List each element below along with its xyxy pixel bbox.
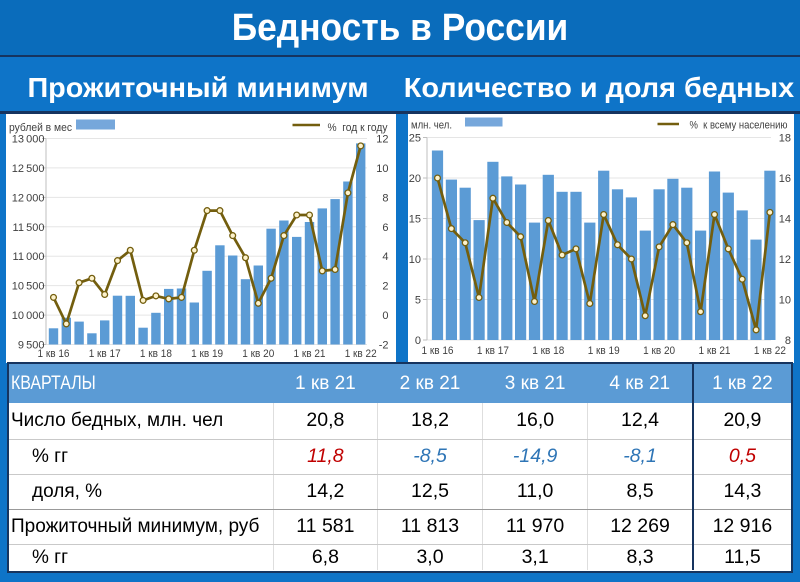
svg-text:1 кв 20: 1 кв 20	[242, 348, 274, 360]
svg-text:14: 14	[779, 213, 791, 225]
svg-text:12: 12	[779, 254, 791, 266]
svg-text:10: 10	[376, 162, 388, 174]
svg-text:0: 0	[415, 335, 421, 347]
svg-text:12 000: 12 000	[12, 192, 45, 204]
svg-text:рублей в мес: рублей в мес	[9, 122, 72, 134]
svg-text:1 кв 18: 1 кв 18	[532, 345, 564, 357]
svg-text:1 кв 21: 1 кв 21	[699, 345, 731, 357]
svg-text:млн. чел.: млн. чел.	[411, 119, 452, 131]
svg-text:1 кв 22: 1 кв 22	[345, 348, 377, 360]
svg-text:9 500: 9 500	[18, 339, 45, 351]
svg-text:10: 10	[409, 254, 421, 266]
svg-text:1 кв 16: 1 кв 16	[422, 345, 454, 357]
svg-text:1 кв 17: 1 кв 17	[477, 345, 509, 357]
svg-text:0: 0	[382, 310, 388, 322]
svg-text:13 000: 13 000	[12, 133, 45, 145]
svg-text:1 кв 17: 1 кв 17	[89, 348, 121, 360]
svg-text:10: 10	[779, 294, 791, 306]
svg-text:8: 8	[785, 335, 791, 347]
svg-text:1 кв 20: 1 кв 20	[643, 345, 675, 357]
svg-text:12: 12	[376, 133, 388, 145]
svg-text:15: 15	[409, 213, 421, 225]
svg-text:11 000: 11 000	[13, 251, 45, 263]
svg-text:18: 18	[779, 132, 791, 144]
svg-text:12 500: 12 500	[12, 162, 45, 174]
svg-text:1 кв 19: 1 кв 19	[191, 348, 223, 360]
svg-text:5: 5	[415, 294, 421, 306]
svg-text:2: 2	[382, 280, 388, 292]
svg-text:-2: -2	[379, 339, 389, 351]
svg-text:11 500: 11 500	[13, 221, 45, 233]
svg-text:% год к году: % год к году	[328, 122, 388, 134]
svg-text:8: 8	[382, 192, 388, 204]
svg-text:1 кв 21: 1 кв 21	[294, 348, 326, 360]
svg-text:20: 20	[409, 173, 421, 185]
svg-text:25: 25	[409, 132, 421, 144]
svg-text:% к всему населению: % к всему населению	[690, 119, 788, 131]
svg-text:1 кв 19: 1 кв 19	[588, 345, 620, 357]
svg-text:10 000: 10 000	[12, 310, 45, 322]
svg-text:1 кв 16: 1 кв 16	[38, 348, 70, 360]
svg-text:4: 4	[382, 251, 388, 263]
svg-text:16: 16	[779, 173, 791, 185]
svg-text:1 кв 22: 1 кв 22	[754, 345, 786, 357]
svg-text:10 500: 10 500	[12, 280, 45, 292]
svg-text:6: 6	[382, 221, 388, 233]
svg-text:1 кв 18: 1 кв 18	[140, 348, 172, 360]
